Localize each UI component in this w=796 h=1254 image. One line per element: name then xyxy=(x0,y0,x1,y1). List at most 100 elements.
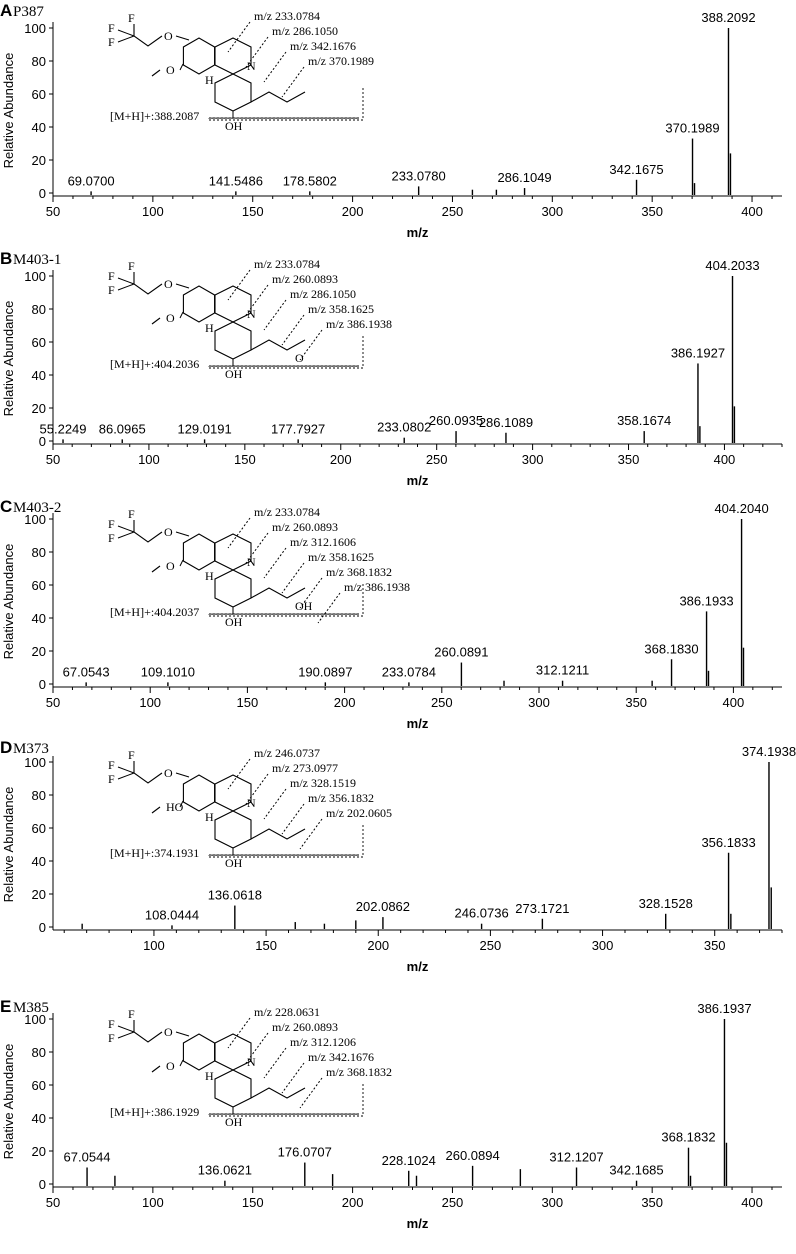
atom-label: H xyxy=(205,810,214,824)
x-tick-label: 400 xyxy=(714,452,736,467)
panel-letter: B xyxy=(0,249,12,268)
y-tick-label: 100 xyxy=(24,755,46,770)
peak-label: 233.0802 xyxy=(377,420,431,435)
bond xyxy=(133,520,163,543)
atom-label: F xyxy=(108,1017,115,1031)
peak-label: 312.1207 xyxy=(549,1150,603,1165)
x-tick-label: 100 xyxy=(143,938,165,953)
bond xyxy=(151,565,161,573)
peak-label: 177.7927 xyxy=(271,421,325,436)
fragment-label: m/z 368.1832 xyxy=(326,565,392,579)
y-tick-label: 100 xyxy=(24,1012,46,1027)
y-tick-label: 20 xyxy=(32,153,46,168)
peak-label: 136.0618 xyxy=(208,888,262,903)
fragment-boundary xyxy=(209,334,364,369)
x-tick-label: 300 xyxy=(522,452,544,467)
peak-label: 176.0707 xyxy=(278,1145,332,1160)
atom-label: O xyxy=(295,351,304,365)
atom-label: O xyxy=(164,525,173,539)
benzene-ring xyxy=(182,1033,216,1071)
benzene-ring xyxy=(182,37,216,75)
atom-label: H xyxy=(205,569,214,583)
precursor-ion: [M+H]+:386.1929 xyxy=(110,1105,199,1119)
x-tick-label: 50 xyxy=(46,452,60,467)
bond xyxy=(133,1020,163,1043)
bond xyxy=(117,525,135,533)
x-tick-label: 150 xyxy=(255,938,277,953)
atom-label: OH xyxy=(225,119,243,133)
peak-label: 228.1024 xyxy=(382,1153,436,1168)
fragment-label: m/z 312.1206 xyxy=(290,1035,356,1049)
x-tick-label: 100 xyxy=(142,1195,164,1210)
y-axis-label: Relative Abundance xyxy=(1,544,16,660)
x-tick-label: 100 xyxy=(142,204,164,219)
spectrum-panel-b: B M403-1 0 20 40 60 80 100 Relative Abundance 50 1… xyxy=(0,249,783,488)
fused-ring xyxy=(214,285,252,323)
x-tick-label: 200 xyxy=(367,938,389,953)
fragment-cleavage-line xyxy=(227,1017,251,1049)
atom-label: N xyxy=(247,796,256,810)
peak-label: 233.0780 xyxy=(392,168,446,183)
x-tick-label: 400 xyxy=(741,1195,763,1210)
fragment-label: m/z 356.1832 xyxy=(308,791,374,805)
fragment-cleavage-line xyxy=(281,803,305,835)
piperidine-ring xyxy=(214,73,252,112)
x-tick-label: 350 xyxy=(704,938,726,953)
spectrum-panel-d: D M373 0 20 40 60 80 100 Relative Abundance 100 15… xyxy=(0,738,796,974)
fragment-cleavage-line xyxy=(227,269,251,301)
fragment-boundary xyxy=(209,86,364,121)
x-tick-label: 400 xyxy=(723,695,745,710)
atom-label: F xyxy=(128,1007,135,1021)
x-axis-label: m/z xyxy=(407,473,429,488)
x-tick-label: 250 xyxy=(426,452,448,467)
x-axis-label: m/z xyxy=(407,225,429,240)
x-tick-label: 350 xyxy=(625,695,647,710)
y-tick-label: 80 xyxy=(32,1045,46,1060)
atom-label: N xyxy=(247,1055,256,1069)
fused-ring xyxy=(214,533,252,571)
y-tick-label: 80 xyxy=(32,545,46,560)
x-tick-label: 250 xyxy=(442,1195,464,1210)
atom-label: H xyxy=(205,73,214,87)
fragment-label: m/z 312.1606 xyxy=(290,535,356,549)
bond xyxy=(179,559,184,567)
bond xyxy=(179,311,184,319)
y-tick-label: 80 xyxy=(32,54,46,69)
x-tick-label: 150 xyxy=(237,695,259,710)
y-tick-label: 60 xyxy=(32,87,46,102)
panel-letter: E xyxy=(0,997,11,1016)
fragment-label: m/z 260.0893 xyxy=(272,272,338,286)
side-chain xyxy=(250,587,306,599)
peak-label: 404.2040 xyxy=(714,501,768,516)
peak-label: 108.0444 xyxy=(145,907,199,922)
y-tick-label: 60 xyxy=(32,1078,46,1093)
fragment-cleavage-line xyxy=(263,299,287,331)
precursor-ion: [M+H]+:388.2087 xyxy=(110,109,199,123)
fragment-cleavage-line xyxy=(227,517,251,549)
fragment-label: m/z 246.0737 xyxy=(254,746,320,760)
peak-label: 342.1675 xyxy=(609,162,663,177)
atom-label: F xyxy=(128,11,135,25)
atom-label: OH xyxy=(225,367,243,381)
atom-label: F xyxy=(128,259,135,273)
peak-label: 388.2092 xyxy=(701,10,755,25)
x-axis-label: m/z xyxy=(407,716,429,731)
bond xyxy=(117,277,135,285)
bond xyxy=(151,806,161,814)
peak-label: 129.0191 xyxy=(177,421,231,436)
spectrum-panel-a: A P387 0 20 40 60 80 100 Relative Abundance 50 100… xyxy=(0,1,782,240)
fragment-cleavage-line xyxy=(281,562,305,594)
bond xyxy=(117,35,135,43)
peak-label: 202.0862 xyxy=(356,899,410,914)
y-tick-label: 60 xyxy=(32,335,46,350)
fragment-label: m/z 286.1050 xyxy=(290,287,356,301)
fragment-cleavage-line xyxy=(263,788,287,820)
y-tick-label: 40 xyxy=(32,368,46,383)
y-tick-label: 40 xyxy=(32,1111,46,1126)
x-tick-label: 150 xyxy=(242,204,264,219)
atom-label: N xyxy=(247,59,256,73)
fragment-cleavage-line xyxy=(227,21,251,53)
bond xyxy=(175,35,190,41)
